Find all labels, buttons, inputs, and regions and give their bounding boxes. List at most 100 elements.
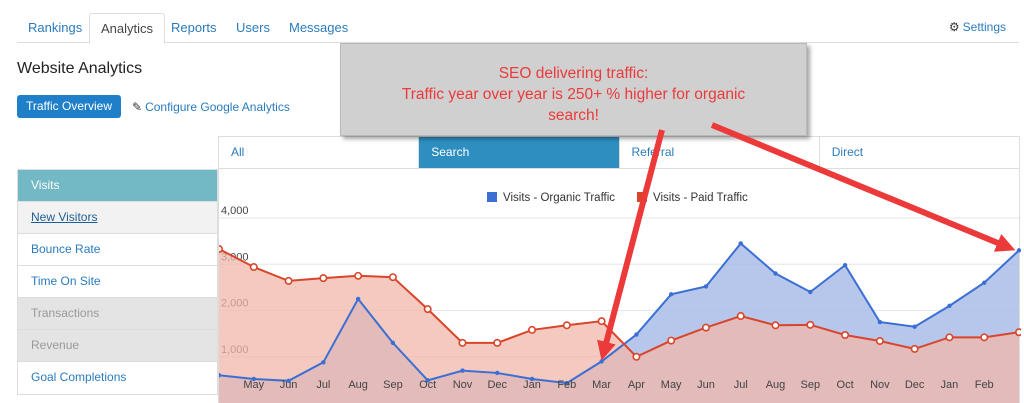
pencil-icon: ✎ xyxy=(132,100,143,114)
data-point-paid xyxy=(1015,328,1021,337)
data-point-paid xyxy=(528,325,537,334)
x-tick-label: Sep xyxy=(801,379,821,391)
x-tick-label: Aug xyxy=(348,379,368,391)
x-tick-label: May xyxy=(243,379,264,391)
x-tick-label: May xyxy=(661,379,682,391)
series-area-paid xyxy=(219,248,1019,403)
x-tick-label: Oct xyxy=(837,379,854,391)
x-tick-label: Feb xyxy=(975,379,994,391)
data-point-organic xyxy=(495,370,500,376)
data-point-organic xyxy=(738,241,743,246)
data-point-organic xyxy=(912,324,917,329)
source-tab-search[interactable]: Search xyxy=(419,137,620,168)
metric-visits[interactable]: Visits xyxy=(18,170,217,202)
x-tick-label: Jul xyxy=(316,379,330,391)
data-point-organic xyxy=(982,280,987,285)
settings-link[interactable]: ⚙ Settings xyxy=(949,20,1006,34)
data-point-organic xyxy=(634,332,639,337)
x-tick-label: Oct xyxy=(419,379,436,391)
source-tab-all[interactable]: All xyxy=(219,137,420,168)
callout-line-1: SEO delivering traffic: xyxy=(498,65,649,82)
legend-swatch xyxy=(637,192,647,202)
x-tick-label: Dec xyxy=(905,379,925,391)
data-point-paid xyxy=(701,323,710,332)
legend-label: Visits - Paid Traffic xyxy=(653,192,748,204)
data-point-paid xyxy=(910,344,919,353)
data-point-organic xyxy=(599,359,604,364)
y-tick-label: 4,000 xyxy=(221,205,249,217)
metric-bounce-rate[interactable]: Bounce Rate xyxy=(18,234,217,266)
data-point-paid xyxy=(841,331,850,340)
data-point-paid xyxy=(945,333,954,342)
x-tick-label: Sep xyxy=(383,379,403,391)
legend-swatch xyxy=(487,192,497,202)
data-point-paid xyxy=(980,333,989,342)
configure-google-analytics-link[interactable]: ✎ Configure Google Analytics xyxy=(132,100,290,114)
configure-label: Configure Google Analytics xyxy=(145,100,290,114)
gear-icon: ⚙ xyxy=(948,20,960,34)
data-point-organic xyxy=(947,303,952,309)
metric-revenue: Revenue xyxy=(18,330,217,362)
callout-line-2: Traffic year over year is 250+ % higher … xyxy=(401,86,746,103)
x-tick-label: Jan xyxy=(523,379,541,391)
data-point-paid xyxy=(806,320,815,329)
data-point-organic xyxy=(390,340,396,346)
data-point-organic xyxy=(219,373,222,378)
tab-analytics[interactable]: Analytics xyxy=(89,13,166,44)
chart-container: 1,0002,0003,0004,000MayJunJulAugSepOctNo… xyxy=(218,169,1021,403)
data-point-paid xyxy=(249,263,258,272)
data-point-organic xyxy=(842,262,848,268)
data-point-paid xyxy=(423,305,432,314)
x-tick-label: Jun xyxy=(280,379,298,391)
metric-transactions: Transactions xyxy=(18,298,217,330)
settings-label: Settings xyxy=(962,20,1006,34)
x-tick-label: Apr xyxy=(628,379,645,391)
tab-messages[interactable]: Messages xyxy=(289,20,349,35)
annotation-callout: SEO delivering traffic: Traffic year ove… xyxy=(340,43,807,136)
legend-label: Visits - Organic Traffic xyxy=(503,192,615,204)
data-point-paid xyxy=(632,352,641,361)
x-tick-label: Jul xyxy=(734,379,748,391)
data-point-paid xyxy=(388,273,397,282)
x-tick-label: Mar xyxy=(592,379,611,391)
metric-goal-completions[interactable]: Goal Completions xyxy=(18,362,217,394)
data-point-paid xyxy=(458,338,467,347)
data-point-paid xyxy=(493,338,502,347)
data-point-paid xyxy=(354,271,363,280)
data-point-organic xyxy=(460,368,465,373)
metric-new-visitors[interactable]: New Visitors xyxy=(18,202,217,234)
data-point-paid xyxy=(319,274,328,283)
x-tick-label: Aug xyxy=(766,379,786,391)
source-tab-referral[interactable]: Referral xyxy=(620,137,820,168)
metrics-menu: Visits New Visitors Bounce Rate Time On … xyxy=(17,169,218,395)
data-point-organic xyxy=(1016,248,1021,253)
x-tick-label: Jan xyxy=(941,379,959,391)
traffic-overview-button[interactable]: Traffic Overview xyxy=(17,95,121,118)
metric-time-on-site[interactable]: Time On Site xyxy=(18,266,217,298)
data-point-paid xyxy=(597,317,606,326)
data-point-organic xyxy=(321,360,326,365)
tab-rankings[interactable]: Rankings xyxy=(28,20,83,35)
data-point-organic xyxy=(808,289,813,295)
tab-users[interactable]: Users xyxy=(236,20,270,35)
data-point-organic xyxy=(703,284,709,289)
data-point-paid xyxy=(284,276,293,285)
data-point-organic xyxy=(355,296,361,302)
data-point-paid xyxy=(736,312,745,321)
tab-reports[interactable]: Reports xyxy=(171,20,217,35)
x-tick-label: Dec xyxy=(487,379,507,391)
data-point-organic xyxy=(529,376,535,382)
data-point-paid xyxy=(771,321,780,330)
x-tick-label: Feb xyxy=(557,379,576,391)
data-point-paid xyxy=(875,337,884,346)
page-title: Website Analytics xyxy=(17,60,143,77)
source-tab-direct[interactable]: Direct xyxy=(831,145,864,159)
data-point-paid xyxy=(219,244,223,253)
data-point-organic xyxy=(425,378,430,383)
main-tabs: Rankings Analytics Reports Users Message… xyxy=(17,13,1019,44)
x-tick-label: Nov xyxy=(453,379,473,391)
data-point-paid xyxy=(667,336,676,345)
traffic-source-tabs: All Search Referral Direct xyxy=(218,136,1020,169)
x-tick-label: Jun xyxy=(697,379,715,391)
visits-chart: 1,0002,0003,0004,000MayJunJulAugSepOctNo… xyxy=(219,192,1021,403)
